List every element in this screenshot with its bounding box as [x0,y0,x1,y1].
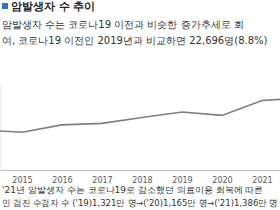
chart: 암발생자 수 추이암발생자 수는 코로나19 이전과 비슷한 증가추세로 회여,… [0,0,280,210]
x-tick-label: 2021 [252,176,272,185]
title-marker [2,3,8,9]
line [0,98,280,132]
x-tick-label: 2018 [132,176,152,185]
y-axis [1,85,2,171]
x-tick: 2021 [252,170,272,185]
x-tick-label: 2019 [172,176,192,185]
x-tick-label: 2016 [52,176,72,185]
x-tick: 2016 [52,170,72,185]
x-axis-line [0,170,280,171]
y-axis-line [1,85,2,171]
subtitle: 여, 코로나19 이전인 2019년과 비교하면 22,696명(8.8%) [2,35,268,46]
x-tick-label: 2015 [12,176,32,185]
x-tick-label: 2017 [92,176,112,185]
annotation: 인 검진 수검자 수 ('19)1,321만 명→('20)1,165만 명→(… [2,198,278,208]
title: 암발생자 수 추이 [11,0,95,12]
x-tick: 2019 [172,170,192,185]
plot-area [0,98,280,132]
annotation: '21년 암발생자 수는 코로나19로 감소했던 의료이용 회복에 따른 [2,185,263,195]
x-axis: 2015 2016 2017 2018 2019 2020 2021 [0,170,280,185]
x-tick: 2017 [92,170,112,185]
x-tick: 2015 [12,170,32,185]
x-tick: 2018 [132,170,152,185]
x-tick: 2020 [212,170,232,185]
subtitle: 암발생자 수는 코로나19 이전과 비슷한 증가추세로 회 [2,19,244,30]
x-tick-label: 2020 [212,176,232,185]
